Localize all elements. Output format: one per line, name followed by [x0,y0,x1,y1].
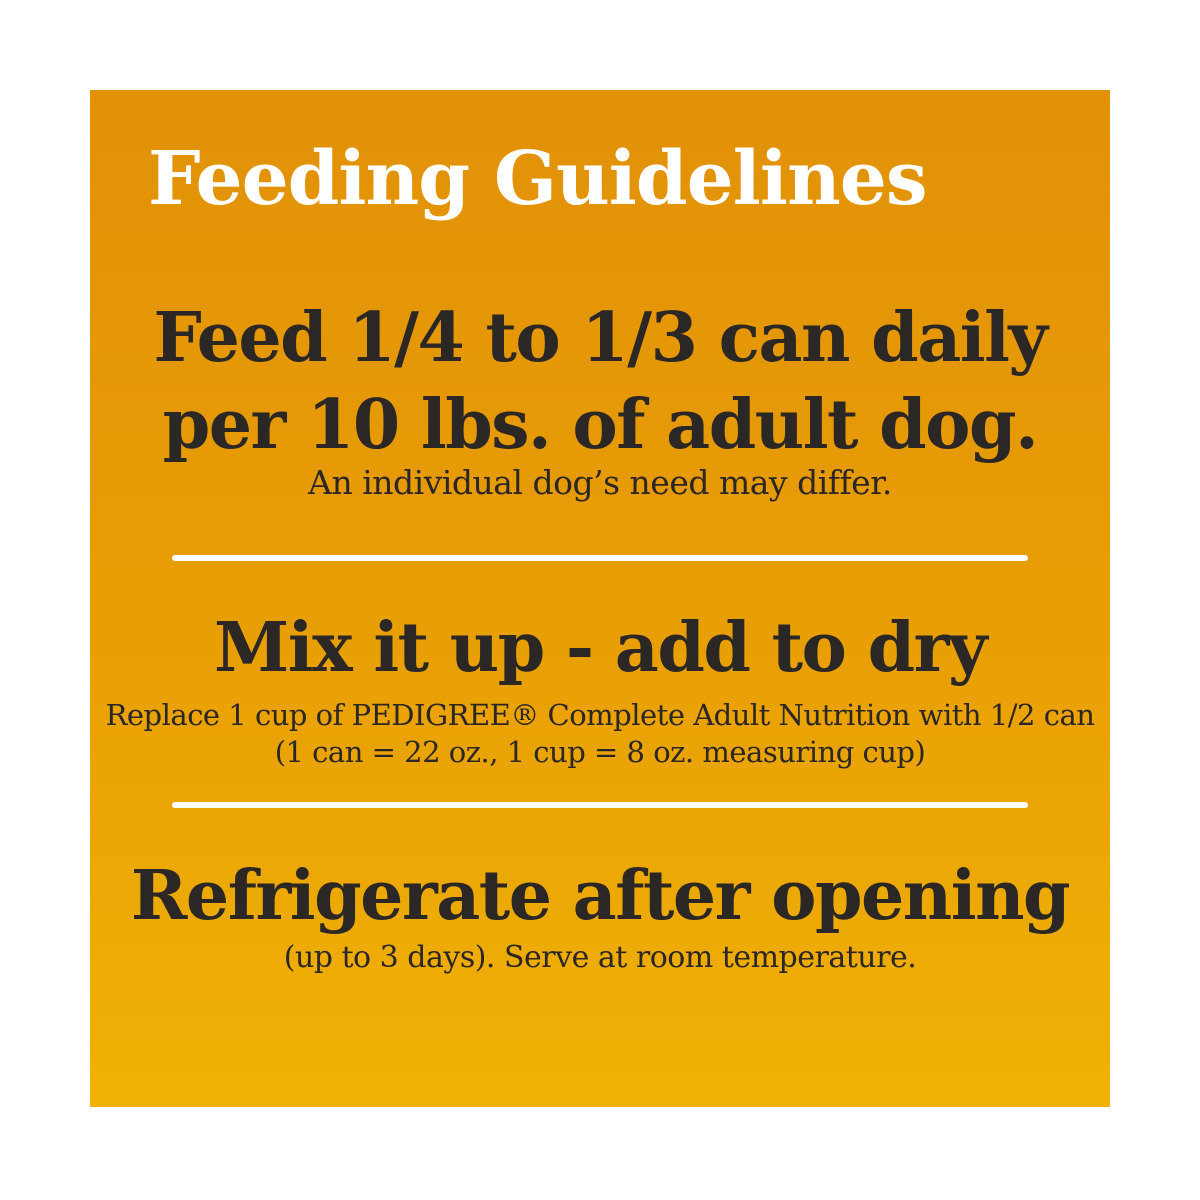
mix-note-line2: (1 can = 22 oz., 1 cup = 8 oz. measuring… [274,734,926,769]
refrigerate-note: (up to 3 days). Serve at room temperatur… [283,940,917,975]
mix-heading: Mix it up - add to dry [214,608,987,688]
daily-feeding-heading-line1: Feed 1/4 to 1/3 can daily [153,298,1048,378]
section-divider [172,555,1028,561]
feeding-guidelines-panel: Feeding Guidelines Feed 1/4 to 1/3 can d… [90,90,1110,1107]
daily-feeding-heading: Feed 1/4 to 1/3 can daily per 10 lbs. of… [90,295,1110,469]
refrigerate-heading: Refrigerate after opening [130,856,1071,936]
mix-note-line1: Replace 1 cup of PEDIGREE® Complete Adul… [105,698,1095,732]
daily-feeding-heading-line2: per 10 lbs. of adult dog. [162,385,1039,466]
mix-note: Replace 1 cup of PEDIGREE® Complete Adul… [90,697,1110,771]
panel-title: Feeding Guidelines [148,136,928,222]
section-divider [172,802,1028,808]
daily-feeding-note: An individual dog’s need may differ. [308,463,892,502]
